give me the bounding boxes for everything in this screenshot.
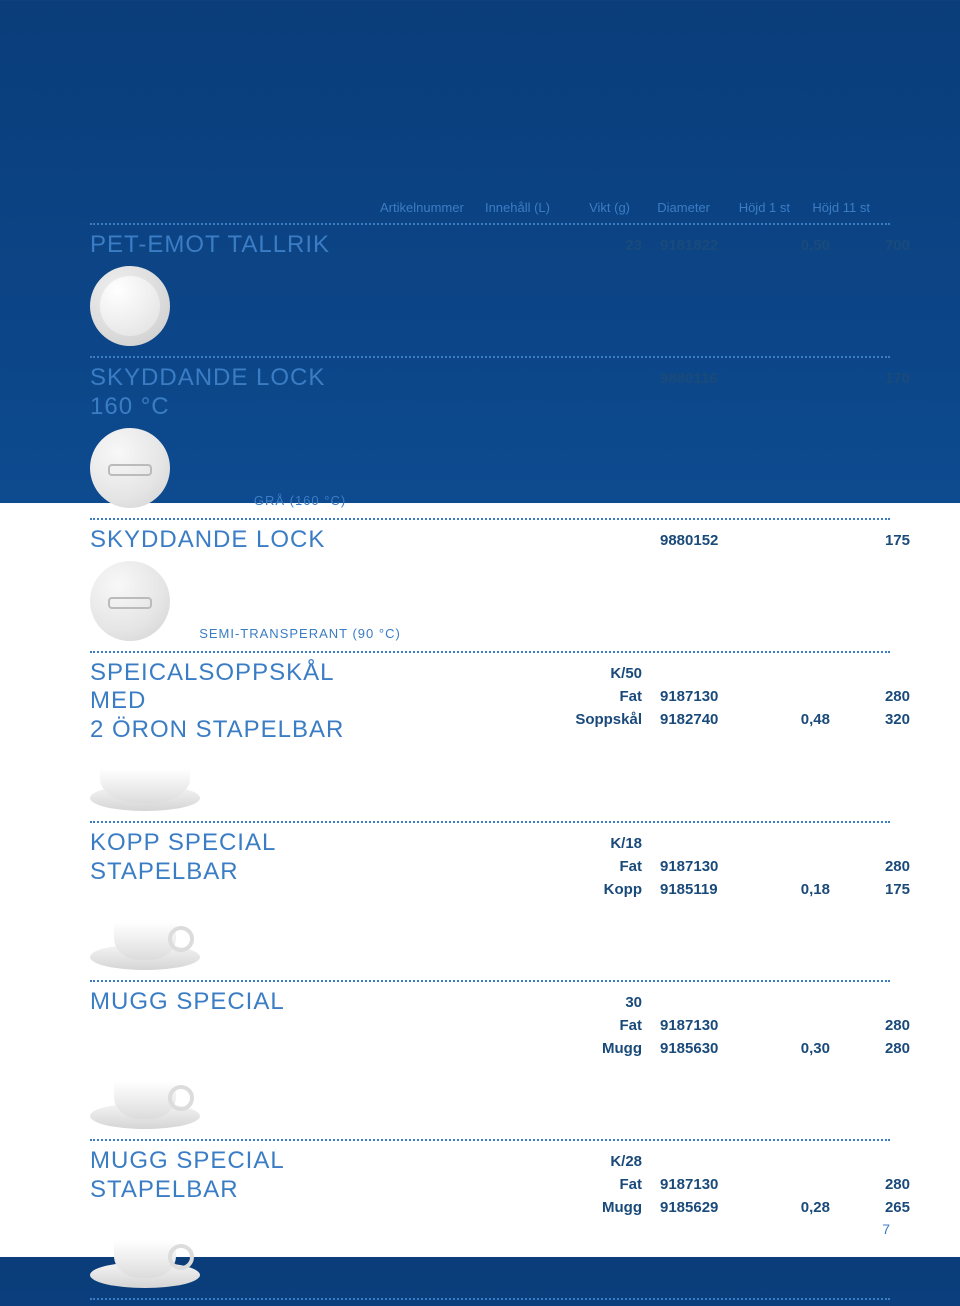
image-caption: SEMI-TRANSPERANT (90 °C) [190,626,410,641]
section: MUGG SPECIAL30Fat918713028016921118Mugg9… [90,988,890,1129]
data-row: 988011617023740 [370,370,960,387]
section: PET-EMOT TALLRIK2391818220,5070023044 [90,231,890,346]
data-row: 988015217524040 [370,532,960,549]
header-artikelnummer: Artikelnummer [370,200,460,215]
catalog-table: Artikelnummer Innehåll (L) Vikt (g) Diam… [90,200,890,1306]
header-hojd11: Höjd 11 st [790,200,870,215]
bowl-image [90,751,200,811]
section-title: PET-EMOT TALLRIK [90,231,370,260]
section: SKYDDANDE LOCK 160 °C988011617023740GRÅ … [90,364,890,508]
section-title: MUGG SPECIALSTAPELBAR [90,1147,370,1205]
section: MUGG SPECIALSTAPELBARK/28Fat918713028016… [90,1147,890,1288]
data-row: Fat918713028016921118 [370,1017,960,1034]
header-vikt: Vikt (g) [550,200,630,215]
data-row: Mugg91856300,302808586 [370,1040,960,1057]
data-row: K/28 [370,1153,960,1170]
image-caption: GRÅ (160 °C) [190,493,410,508]
header-diameter: Diameter [630,200,710,215]
cup-image [90,1069,200,1129]
data-row: Fat918713028016921118 [370,688,960,705]
data-row: K/50 [370,665,960,682]
page-number: 7 [882,1221,890,1237]
data-row: Kopp91851190,181757963488 [370,881,960,898]
plate-image [90,266,170,346]
section-title: MUGG SPECIAL [90,988,370,1017]
section-title: SPEICALSOPPSKÅL MED2 ÖRON STAPELBAR [90,659,370,745]
section: KOPP SPECIAL STAPELBARK/18Fat91871302801… [90,829,890,970]
data-row: Fat918713028016921118 [370,858,960,875]
column-headers: Artikelnummer Innehåll (L) Vikt (g) Diam… [90,200,890,215]
section-title: SKYDDANDE LOCK [90,526,370,555]
cup-image [90,910,200,970]
data-row: K/18 [370,835,960,852]
data-row: Soppskål91827400,4832011866527 [370,711,960,728]
header-hojd1: Höjd 1 st [710,200,790,215]
section-title: SKYDDANDE LOCK 160 °C [90,364,370,422]
cup-image [90,1228,200,1288]
data-row: 2391818220,5070023044 [370,237,960,254]
data-row: Mugg91856290,282657985746 [370,1199,960,1216]
header-innehall: Innehåll (L) [460,200,550,215]
lid-image [90,428,170,508]
section: SKYDDANDE LOCK988015217524040SEMI-TRANSP… [90,526,890,641]
lid-image [90,561,170,641]
data-row: 30 [370,994,960,1011]
data-row: Fat918713028016921118 [370,1176,960,1193]
section-title: KOPP SPECIAL STAPELBAR [90,829,370,887]
section: SPEICALSOPPSKÅL MED2 ÖRON STAPELBARK/50F… [90,659,890,811]
